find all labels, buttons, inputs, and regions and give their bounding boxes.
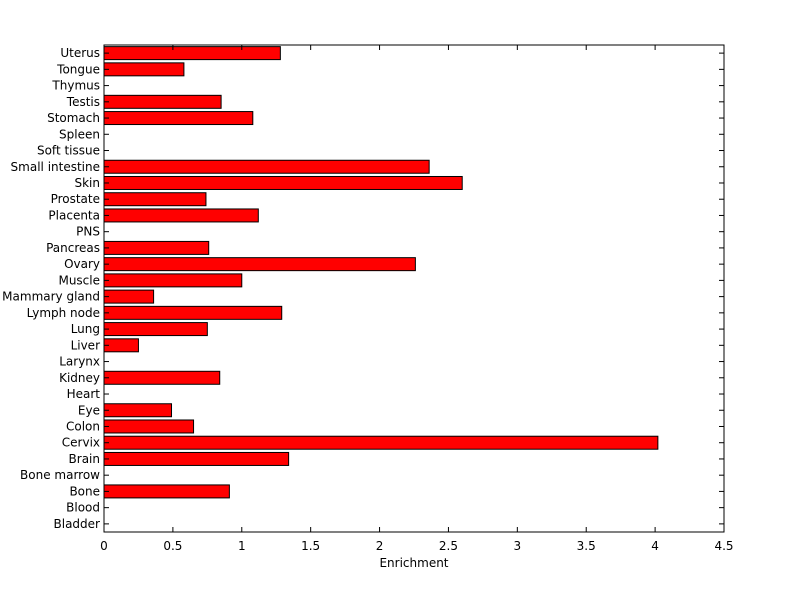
x-tick-label: 3 bbox=[514, 539, 522, 553]
bar bbox=[103, 338, 139, 353]
category-label: Soft tissue bbox=[37, 144, 100, 158]
category-label: Pancreas bbox=[46, 241, 100, 255]
category-label: Stomach bbox=[47, 111, 100, 125]
x-tick-label: 1 bbox=[238, 539, 246, 553]
bar bbox=[103, 46, 281, 61]
x-tick-label: 2.5 bbox=[439, 539, 458, 553]
x-tick-label: 0 bbox=[100, 539, 108, 553]
bar bbox=[103, 94, 222, 109]
category-label: Tongue bbox=[56, 62, 100, 76]
category-label: Mammary gland bbox=[2, 290, 100, 304]
category-label: Larynx bbox=[59, 355, 100, 369]
bar bbox=[103, 451, 290, 466]
category-label: Spleen bbox=[59, 127, 100, 141]
category-label: Lymph node bbox=[27, 306, 100, 320]
category-label: Colon bbox=[66, 419, 100, 433]
category-label: Lung bbox=[71, 322, 100, 336]
x-tick-labels: 0 0.5 1 1.5 2 2.5 3 3.5 4 4.5 bbox=[100, 539, 733, 553]
category-label: Small intestine bbox=[11, 160, 100, 174]
category-label: Placenta bbox=[48, 208, 100, 222]
x-tick-label: 4 bbox=[651, 539, 659, 553]
category-label: PNS bbox=[76, 225, 100, 239]
x-tick-label: 3.5 bbox=[577, 539, 596, 553]
bar bbox=[103, 208, 259, 223]
category-label: Heart bbox=[67, 387, 101, 401]
bar bbox=[103, 305, 283, 320]
bar bbox=[103, 192, 207, 207]
bar bbox=[103, 175, 463, 190]
category-label: Brain bbox=[69, 452, 100, 466]
x-tick-label: 1.5 bbox=[301, 539, 320, 553]
category-label: Bone marrow bbox=[20, 468, 100, 482]
ticks-layer bbox=[103, 45, 725, 532]
axes-frame bbox=[103, 44, 725, 533]
bar bbox=[103, 403, 173, 418]
bar bbox=[103, 273, 243, 288]
bar bbox=[103, 159, 430, 174]
category-label: Prostate bbox=[51, 192, 100, 206]
x-tick-label: 2 bbox=[376, 539, 384, 553]
category-label: Blood bbox=[66, 501, 100, 515]
category-label: Bladder bbox=[54, 517, 101, 531]
category-label: Cervix bbox=[62, 436, 100, 450]
bar bbox=[103, 435, 659, 450]
category-label: Skin bbox=[74, 176, 100, 190]
bar bbox=[103, 240, 210, 255]
x-axis-label: Enrichment bbox=[379, 556, 448, 570]
bar bbox=[103, 419, 195, 434]
category-label: Muscle bbox=[58, 273, 100, 287]
bar bbox=[103, 289, 155, 304]
category-label: Liver bbox=[71, 338, 101, 352]
category-label: Testis bbox=[66, 95, 100, 109]
x-tick-label: 4.5 bbox=[714, 539, 733, 553]
bars-layer bbox=[103, 46, 659, 499]
category-label: Ovary bbox=[64, 257, 100, 271]
category-label: Eye bbox=[78, 403, 100, 417]
category-label: Uterus bbox=[60, 46, 100, 60]
bar bbox=[103, 257, 416, 272]
x-tick-label: 0.5 bbox=[163, 539, 182, 553]
bar bbox=[103, 62, 185, 77]
bar bbox=[103, 322, 208, 337]
category-labels: Bladder Blood Bone Bone marrow Brain Cervix Co… bbox=[2, 46, 100, 531]
bar bbox=[103, 484, 230, 499]
category-label: Bone bbox=[69, 484, 100, 498]
category-label: Thymus bbox=[51, 79, 100, 93]
bar bbox=[103, 370, 221, 385]
bar bbox=[103, 111, 254, 126]
category-label: Kidney bbox=[59, 371, 100, 385]
